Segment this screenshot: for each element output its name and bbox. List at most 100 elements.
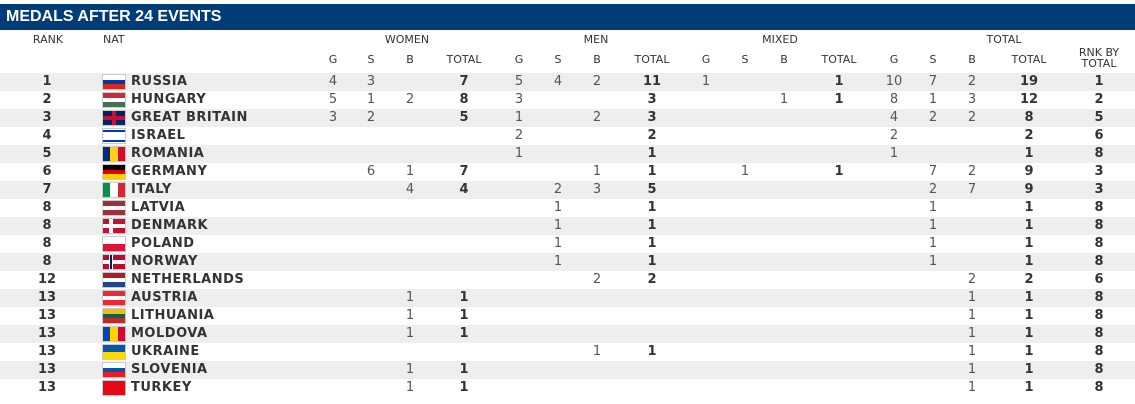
medal-count: 1: [1024, 146, 1034, 161]
medal-count: 1: [928, 236, 938, 251]
sub-header: G: [701, 53, 711, 66]
medal-count: 1: [553, 236, 563, 251]
nation-name: NETHERLANDS: [131, 272, 245, 287]
medal-count: 2: [647, 128, 657, 143]
medal-count: 2: [405, 92, 415, 107]
medal-count: 6: [366, 164, 376, 179]
rank-by-total: 6: [1094, 128, 1104, 143]
flag-cross: [103, 116, 125, 120]
medal-count: 7: [928, 164, 938, 179]
group-header: TOTAL: [986, 33, 1022, 46]
rank-cell: 5: [42, 146, 52, 161]
medal-count: 1: [647, 146, 657, 161]
rank-by-total-header: RNK BY TOTAL: [1078, 46, 1120, 70]
rank-by-total: 8: [1094, 308, 1104, 323]
flag-stripe: [103, 205, 125, 211]
medal-count: 4: [328, 74, 338, 89]
medal-count: 1: [1024, 200, 1034, 215]
nation-name: TURKEY: [131, 380, 192, 395]
medal-count: 7: [459, 164, 469, 179]
table-row: 13 UKRAINE 1 1 1 1 8: [0, 343, 1135, 361]
table-row: 2 HUNGARY 5 1 2 8 3 3 1 1 8 1 3 12 2: [0, 91, 1135, 109]
flag-icon: [103, 327, 125, 341]
medal-count: 1: [834, 92, 844, 107]
medal-count: 1: [647, 218, 657, 233]
medal-count: 2: [928, 182, 938, 197]
flag-stripe: [103, 147, 111, 161]
medal-count: 2: [592, 272, 602, 287]
table-row: 8 DENMARK 1 1 1 1 8: [0, 217, 1135, 235]
rank-cell: 8: [42, 200, 52, 215]
medal-count: 2: [967, 164, 977, 179]
table-row: 1 RUSSIA 4 3 7 5 4 2 11 1 1 10 7 2 19 1: [0, 73, 1135, 91]
table-row: 13 MOLDOVA 1 1 1 1 8: [0, 325, 1135, 343]
rank-by-total: 8: [1094, 200, 1104, 215]
medal-count: 3: [647, 110, 657, 125]
medal-count: 1: [647, 164, 657, 179]
sub-header: B: [406, 53, 414, 66]
rank-by-total: 3: [1094, 182, 1104, 197]
group-header: WOMEN: [384, 33, 430, 46]
sub-header: G: [514, 53, 524, 66]
flag-icon: [103, 219, 125, 233]
medal-count: 5: [647, 182, 657, 197]
flag-stripe: [103, 309, 125, 314]
medal-count: 8: [889, 92, 899, 107]
rank-by-total: 8: [1094, 254, 1104, 269]
medal-count: 2: [514, 128, 524, 143]
flag-stripe: [103, 84, 125, 89]
rank-cell: 2: [42, 92, 52, 107]
medal-count: 5: [514, 74, 524, 89]
rank-cell: 13: [37, 308, 57, 323]
flag-icon: [103, 93, 125, 107]
medal-count: 1: [405, 164, 415, 179]
nation-name: ITALY: [131, 182, 172, 197]
nation-name: RUSSIA: [131, 74, 188, 89]
medal-count: 11: [642, 74, 662, 89]
sub-header: S: [741, 53, 749, 66]
flag-stripe: [103, 97, 125, 103]
table-row: 13 LITHUANIA 1 1 1 1 8: [0, 307, 1135, 325]
sub-header: B: [780, 53, 788, 66]
rank-cell: 6: [42, 164, 52, 179]
flag-stripe: [103, 174, 125, 179]
medal-count: 1: [553, 200, 563, 215]
medal-count: 1: [592, 344, 602, 359]
medal-count: 1: [553, 254, 563, 269]
medal-count: 2: [967, 272, 977, 287]
medal-count: 1: [647, 200, 657, 215]
rank-cell: 1: [42, 74, 52, 89]
flag-stripe: [103, 295, 125, 301]
medal-count: 1: [514, 110, 524, 125]
table-row: 13 TURKEY 1 1 1 1 8: [0, 379, 1135, 397]
sub-header: S: [929, 53, 937, 66]
medal-count: 1: [967, 326, 977, 341]
nation-name: GREAT BRITAIN: [131, 110, 248, 125]
sub-header: TOTAL: [821, 53, 857, 66]
medal-count: 1: [647, 344, 657, 359]
rank-cell: 12: [37, 272, 57, 287]
medal-count: 1: [553, 218, 563, 233]
medal-count: 1: [1024, 362, 1034, 377]
nation-name: HUNGARY: [131, 92, 207, 107]
flag-stripe: [103, 367, 125, 373]
flag-stripe: [103, 277, 125, 283]
flag-stripe: [103, 381, 125, 395]
medal-count: 1: [514, 146, 524, 161]
medal-count: 4: [405, 182, 415, 197]
table-row: 5 ROMANIA 1 1 1 1 8: [0, 145, 1135, 163]
medal-count: 7: [459, 74, 469, 89]
rank-header: RANK: [32, 33, 64, 46]
nation-name: NORWAY: [131, 254, 198, 269]
table-row: 13 SLOVENIA 1 1 1 1 8: [0, 361, 1135, 379]
medal-count: 1: [647, 254, 657, 269]
medal-count: 1: [967, 380, 977, 395]
medal-count: 2: [647, 272, 657, 287]
medal-count: 1: [1024, 290, 1034, 305]
sub-header: TOTAL: [1011, 53, 1047, 66]
sub-header: S: [554, 53, 562, 66]
rank-cell: 13: [37, 344, 57, 359]
medal-count: 1: [459, 308, 469, 323]
medal-count: 8: [1024, 110, 1034, 125]
medal-count: 1: [967, 362, 977, 377]
